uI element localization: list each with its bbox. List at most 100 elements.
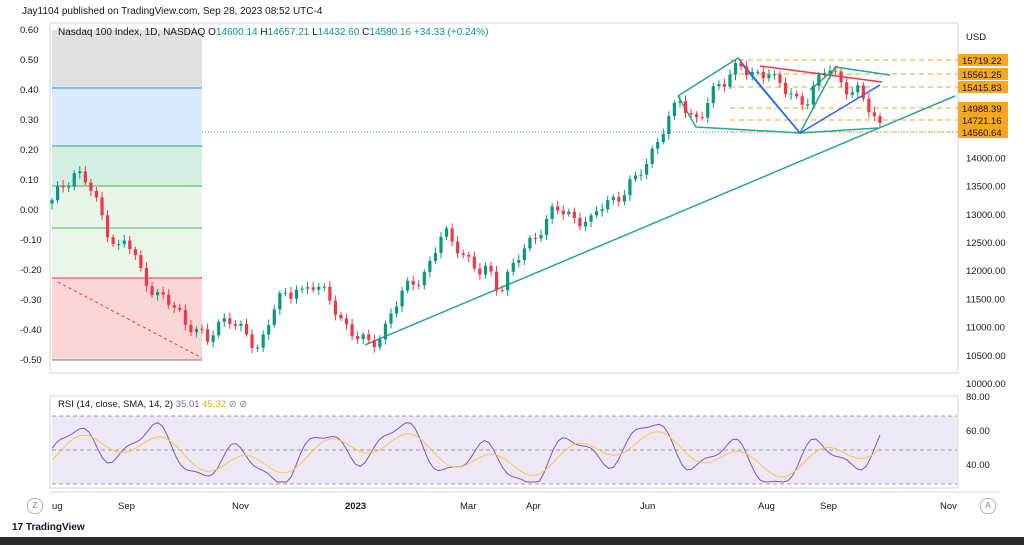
close-value: 14580.16 <box>369 27 412 38</box>
candle-body <box>544 218 549 236</box>
candle-body <box>745 66 749 76</box>
candle-body <box>611 196 615 201</box>
bottom-bar <box>0 537 1024 545</box>
symbol-title: Nasdaq 100 Index, 1D, NASDAQ <box>58 27 206 38</box>
candle-body <box>233 323 237 326</box>
x-axis-tick: 2023 <box>345 501 366 512</box>
candle-body <box>594 211 599 216</box>
left-axis-ticks: 0.60 0.50 0.40 0.30 0.20 0.10 0.00 -0.10 -0.20 -0… <box>20 25 42 366</box>
candle-body <box>183 309 187 326</box>
candle-body <box>150 286 154 296</box>
candle-body <box>589 215 593 222</box>
price-box-label: 14560.64 <box>962 128 1002 139</box>
right-axis-label: USD <box>966 32 986 43</box>
right-axis-tick: 12500.00 <box>966 238 1006 249</box>
candle-body <box>139 255 143 268</box>
candle-body <box>272 309 276 326</box>
candle-body <box>872 112 877 117</box>
candle-body <box>322 286 326 288</box>
open-label: O <box>208 27 216 38</box>
right-axis-ticks: 14000.00 13500.00 13000.00 12500.00 12000.00… <box>966 153 1006 390</box>
candle-body <box>289 292 293 299</box>
candle-body <box>739 63 743 67</box>
price-box <box>958 126 1008 138</box>
candle-body <box>811 85 815 105</box>
z-button[interactable]: Z <box>27 498 43 514</box>
candle-body <box>606 200 610 210</box>
x-axis-tick: Apr <box>526 501 541 512</box>
x-axis-tick: Aug <box>758 501 775 512</box>
candle-body <box>789 93 793 95</box>
right-axis-tick: 13500.00 <box>966 182 1006 193</box>
high-label: H <box>260 27 268 38</box>
candle-body <box>561 210 565 215</box>
rsi-axis-ticks: 80.00 60.00 40.00 <box>966 392 990 471</box>
candle-body <box>128 240 132 250</box>
candle-body <box>783 82 788 95</box>
candle-body <box>728 74 732 87</box>
brand-name: TradingView <box>25 522 85 533</box>
settings-icon[interactable]: ⊘ <box>239 399 248 410</box>
candle-body <box>267 325 271 335</box>
candle-body <box>61 185 65 188</box>
left-axis-tick: -0.50 <box>20 355 42 366</box>
candle-body <box>461 253 465 255</box>
rsi-label: RSI (14, close, SMA, 14, 2) <box>58 399 174 410</box>
right-axis-tick: 14000.00 <box>966 153 1006 164</box>
candle-body <box>533 237 538 239</box>
candle-body <box>283 292 287 294</box>
candle-body <box>839 71 843 83</box>
left-axis-tick: 0.20 <box>20 145 39 156</box>
rsi-line <box>51 422 881 483</box>
left-axis-tick: 0.30 <box>20 115 39 126</box>
candle-body <box>189 325 193 333</box>
candle-body <box>539 235 543 239</box>
rsi-value: 35.01 <box>175 399 200 410</box>
left-axis-tick: -0.40 <box>20 325 42 336</box>
candle-body <box>494 271 499 291</box>
price-box-label: 15561.25 <box>962 70 1002 81</box>
candle-body <box>772 74 777 76</box>
candle-body <box>706 103 710 118</box>
auto-scale-button[interactable]: A <box>980 498 996 514</box>
candle-body <box>317 286 321 290</box>
candle-body <box>211 335 215 342</box>
eye-off-icon[interactable]: ⊘ <box>228 399 237 410</box>
fib-zones <box>52 30 203 361</box>
candle-body <box>522 248 526 261</box>
level-lines <box>730 59 958 133</box>
candle-body <box>761 71 765 79</box>
candle-body <box>278 292 282 310</box>
candle-body <box>450 228 454 242</box>
candle-body <box>578 217 582 227</box>
candle-body <box>756 71 760 73</box>
candle-body <box>444 228 449 237</box>
candle-body <box>217 321 221 336</box>
candle-body <box>845 82 849 95</box>
candle-body <box>733 63 738 75</box>
candle-body <box>306 287 310 289</box>
candle-body <box>383 323 388 340</box>
price-box-label: 15415.83 <box>962 83 1002 94</box>
candle-body <box>661 134 665 142</box>
candle-body <box>506 271 510 291</box>
price-box <box>958 102 1008 114</box>
candle-body <box>200 328 204 330</box>
candle-body <box>222 318 226 322</box>
right-axis-tick: 13000.00 <box>966 210 1006 221</box>
x-axis-ticks: ug Sep Nov 2023 Mar Apr Jun Aug Sep Nov <box>52 501 957 512</box>
candle-body <box>695 114 699 118</box>
candle-body <box>339 314 343 319</box>
candle-body <box>333 300 338 315</box>
candle-body <box>767 74 771 79</box>
candle-body <box>55 185 60 201</box>
candle-body <box>672 102 676 116</box>
candle-body <box>656 141 660 149</box>
candle-body <box>400 290 404 307</box>
candle-body <box>439 236 443 253</box>
candle-body <box>433 252 438 261</box>
rsi-axis-tick: 80.00 <box>966 392 990 403</box>
x-axis-tick: Nov <box>232 501 249 512</box>
